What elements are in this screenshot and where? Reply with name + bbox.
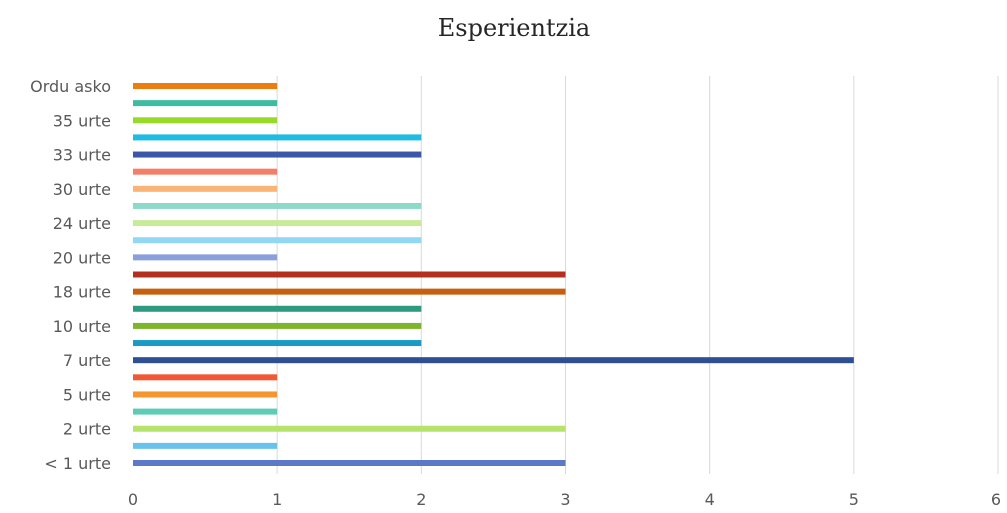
x-tick-label: 2 [416, 490, 426, 509]
bar [133, 425, 566, 432]
y-tick-label: 35 urte [53, 111, 111, 130]
bar [133, 288, 566, 295]
x-tick-label: 5 [849, 490, 859, 509]
bar [133, 357, 854, 364]
x-tick-label: 3 [560, 490, 570, 509]
bar [133, 254, 278, 261]
bar [133, 271, 566, 278]
bar [133, 442, 278, 449]
bar [133, 151, 422, 158]
bar [133, 117, 278, 124]
bar [133, 374, 278, 381]
y-tick-label: 24 urte [53, 214, 111, 233]
bar [133, 305, 422, 312]
y-tick-label: 33 urte [53, 146, 111, 165]
y-tick-label: 2 urte [63, 420, 111, 439]
y-tick-label: 7 urte [63, 351, 111, 370]
bar [133, 100, 278, 107]
bar [133, 391, 278, 398]
bar [133, 408, 278, 415]
bars [133, 83, 854, 466]
y-tick-label: 5 urte [63, 385, 111, 404]
bar [133, 220, 422, 227]
x-tick-label: 1 [272, 490, 282, 509]
y-tick-label: Ordu asko [30, 77, 111, 96]
y-tick-label: 10 urte [53, 317, 111, 336]
y-tick-label: 30 urte [53, 180, 111, 199]
bar [133, 185, 278, 192]
bar [133, 340, 422, 347]
y-axis-tick-labels: < 1 urte 2 urte 5 urte 7 urte 10 urte 18 urte… [30, 77, 111, 473]
bar [133, 237, 422, 244]
bar [133, 322, 422, 329]
y-tick-label: < 1 urte [44, 454, 111, 473]
bar [133, 202, 422, 209]
x-tick-label: 0 [128, 490, 138, 509]
bar [133, 134, 422, 141]
x-tick-label: 4 [705, 490, 715, 509]
x-axis-tick-labels: 0 1 2 3 4 5 6 [128, 490, 1001, 509]
y-tick-label: 18 urte [53, 283, 111, 302]
y-tick-label: 20 urte [53, 248, 111, 267]
x-tick-label: 6 [991, 490, 1001, 509]
bar [133, 460, 566, 466]
chart-title: Esperientzia [438, 14, 590, 42]
bar [133, 168, 278, 175]
bar [133, 83, 278, 89]
